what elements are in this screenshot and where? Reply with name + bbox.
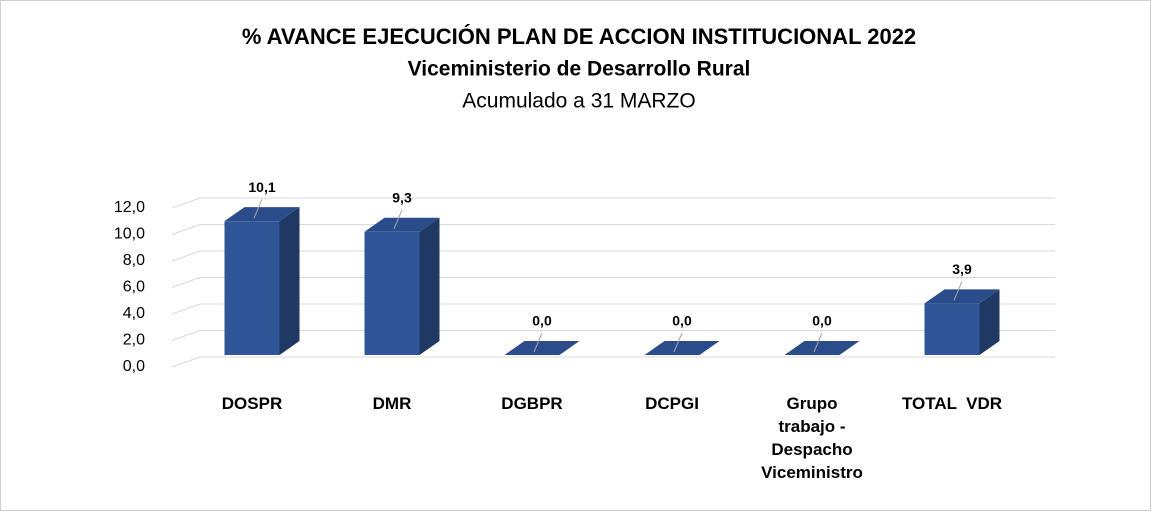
grid-diagonal xyxy=(171,277,201,288)
bar-side xyxy=(419,217,440,355)
y-tick-label: 0,0 xyxy=(123,358,145,375)
y-tick-label: 12,0 xyxy=(114,199,145,216)
bar-top xyxy=(504,341,580,355)
grid-diagonal xyxy=(171,197,201,209)
bar-top xyxy=(224,207,300,222)
x-tick-label: DGBPR xyxy=(501,394,563,413)
y-tick-label: 10,0 xyxy=(114,226,145,243)
value-label: 0,0 xyxy=(532,313,552,329)
bar-side xyxy=(279,207,300,355)
leader-line xyxy=(393,209,403,229)
chart-subtitle2: Acumulado a 31 MARZO xyxy=(462,90,695,113)
grid-diagonal xyxy=(171,356,201,368)
x-tick-label: DOSPR xyxy=(221,394,283,413)
y-tick-label: 4,0 xyxy=(123,305,145,322)
x-tick-label: Grupo trabajo - Despacho Viceministro xyxy=(761,394,863,482)
x-tick-label: TOTAL VDR xyxy=(901,394,1003,413)
leader-line xyxy=(253,198,263,219)
bar-front xyxy=(924,303,980,355)
bar-front xyxy=(364,231,420,355)
grid-diagonal xyxy=(171,330,201,341)
grid-diagonal xyxy=(171,250,201,262)
y-tick-label: 6,0 xyxy=(123,279,145,296)
bar-top xyxy=(644,341,720,355)
value-label: 10,1 xyxy=(248,179,275,195)
leader-line xyxy=(953,281,963,301)
leader-line xyxy=(813,332,823,353)
chart-subtitle: Viceministerio de Desarrollo Rural xyxy=(408,58,751,81)
value-label: 9,3 xyxy=(392,189,412,205)
bar-front xyxy=(224,221,280,355)
value-label: 0,0 xyxy=(812,313,832,329)
bar-top xyxy=(364,217,440,232)
leader-line xyxy=(533,332,543,353)
y-tick-label: 2,0 xyxy=(123,332,145,349)
bar-top xyxy=(924,289,1000,304)
bar-top xyxy=(784,341,860,355)
leader-line xyxy=(673,332,683,353)
x-tick-label: DCPGI xyxy=(645,394,699,413)
grid-diagonal xyxy=(171,303,201,315)
chart-title: % AVANCE EJECUCIÓN PLAN DE ACCION INSTIT… xyxy=(242,24,916,49)
value-label: 3,9 xyxy=(952,261,972,277)
grid-diagonal xyxy=(171,224,201,235)
x-tick-label: DMR xyxy=(372,394,412,413)
value-label: 0,0 xyxy=(672,313,692,329)
bar-side xyxy=(979,289,1000,355)
y-tick-label: 8,0 xyxy=(123,252,145,269)
